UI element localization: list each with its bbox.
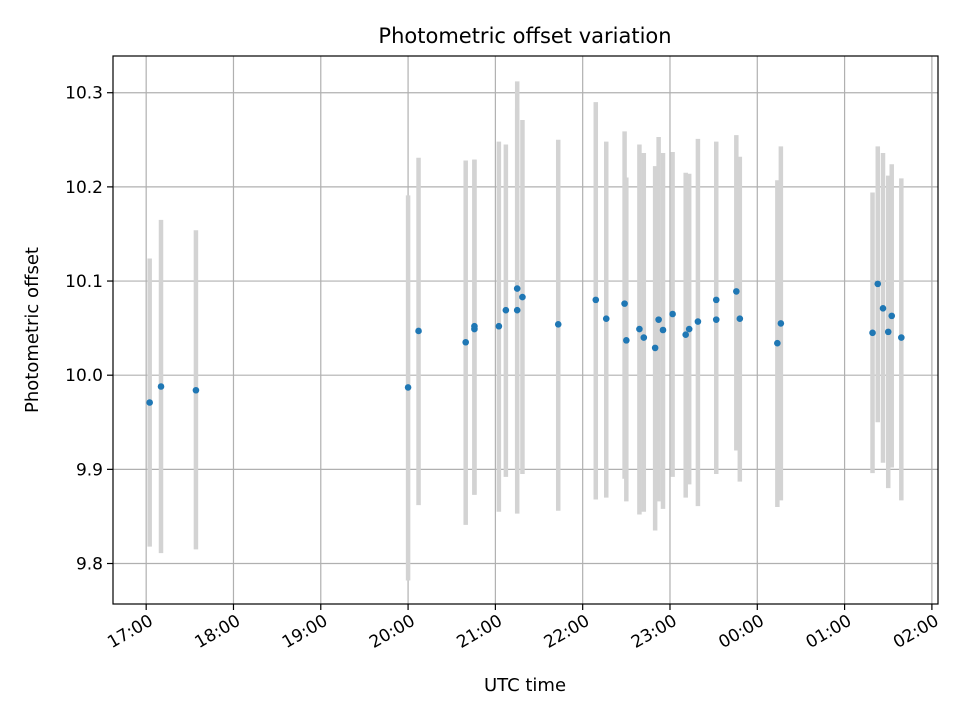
data-point — [192, 386, 200, 394]
data-point — [623, 337, 630, 344]
data-point — [888, 312, 896, 320]
plot-frame — [112, 55, 939, 605]
data-point — [682, 331, 689, 339]
data-point — [733, 288, 740, 295]
x-tick-label: 02:00 — [890, 611, 942, 653]
y-tick-label: 10.3 — [65, 84, 103, 104]
data-point — [655, 316, 662, 323]
data-point — [146, 399, 153, 406]
data-point — [774, 339, 781, 347]
data-point — [157, 383, 165, 390]
data-point — [640, 334, 648, 341]
y-axis-ticks: 9.8 9.9 10.0 10.1 10.2 10.3 — [65, 84, 113, 575]
x-tick-label: 20:00 — [366, 611, 418, 653]
error-bars — [147, 81, 904, 581]
data-point — [874, 280, 882, 288]
x-tick-label: 22:00 — [541, 611, 593, 653]
data-point — [651, 344, 659, 352]
x-tick-label: 18:00 — [192, 611, 244, 653]
y-tick-label: 9.8 — [76, 555, 103, 575]
x-tick-label: 23:00 — [628, 611, 680, 653]
data-point — [415, 327, 422, 335]
x-tick-label: 19:00 — [279, 611, 331, 653]
chart-title: Photometric offset variation — [378, 24, 671, 48]
grid — [113, 56, 938, 604]
y-tick-label: 10.0 — [65, 366, 103, 386]
y-axis-label: Photometric offset — [22, 247, 43, 413]
data-point — [513, 285, 521, 292]
x-tick-label: 01:00 — [803, 611, 855, 653]
data-point — [869, 329, 876, 337]
y-tick-label: 10.1 — [65, 272, 103, 292]
data-point — [659, 326, 667, 334]
y-tick-label: 10.2 — [65, 178, 103, 198]
data-point — [502, 306, 510, 314]
x-axis-label: UTC time — [484, 675, 566, 696]
data-point — [621, 300, 628, 307]
data-point — [898, 334, 905, 341]
x-tick-label: 00:00 — [715, 611, 767, 653]
data-point — [884, 328, 892, 336]
data-point — [712, 296, 720, 304]
data-point — [404, 384, 412, 391]
data-point — [694, 318, 702, 325]
data-point — [513, 306, 521, 314]
y-tick-label: 9.9 — [76, 460, 103, 480]
data-point — [495, 322, 503, 330]
data-point — [712, 316, 720, 323]
data-point — [602, 315, 610, 323]
data-point — [519, 293, 526, 301]
data-points — [146, 280, 905, 406]
data-point — [879, 305, 887, 312]
x-tick-label: 21:00 — [453, 611, 505, 653]
data-point — [462, 338, 469, 346]
data-point — [669, 310, 676, 318]
data-point — [592, 296, 600, 304]
x-tick-label: 17:00 — [104, 611, 156, 653]
x-axis-ticks: 17:00 18:00 19:00 20:00 21:00 22:00 23:00 00:00… — [104, 604, 942, 653]
data-point — [471, 322, 478, 330]
data-point — [554, 321, 562, 328]
data-point — [736, 315, 744, 323]
data-point — [777, 320, 785, 327]
data-point — [685, 325, 693, 333]
data-point — [636, 325, 643, 333]
